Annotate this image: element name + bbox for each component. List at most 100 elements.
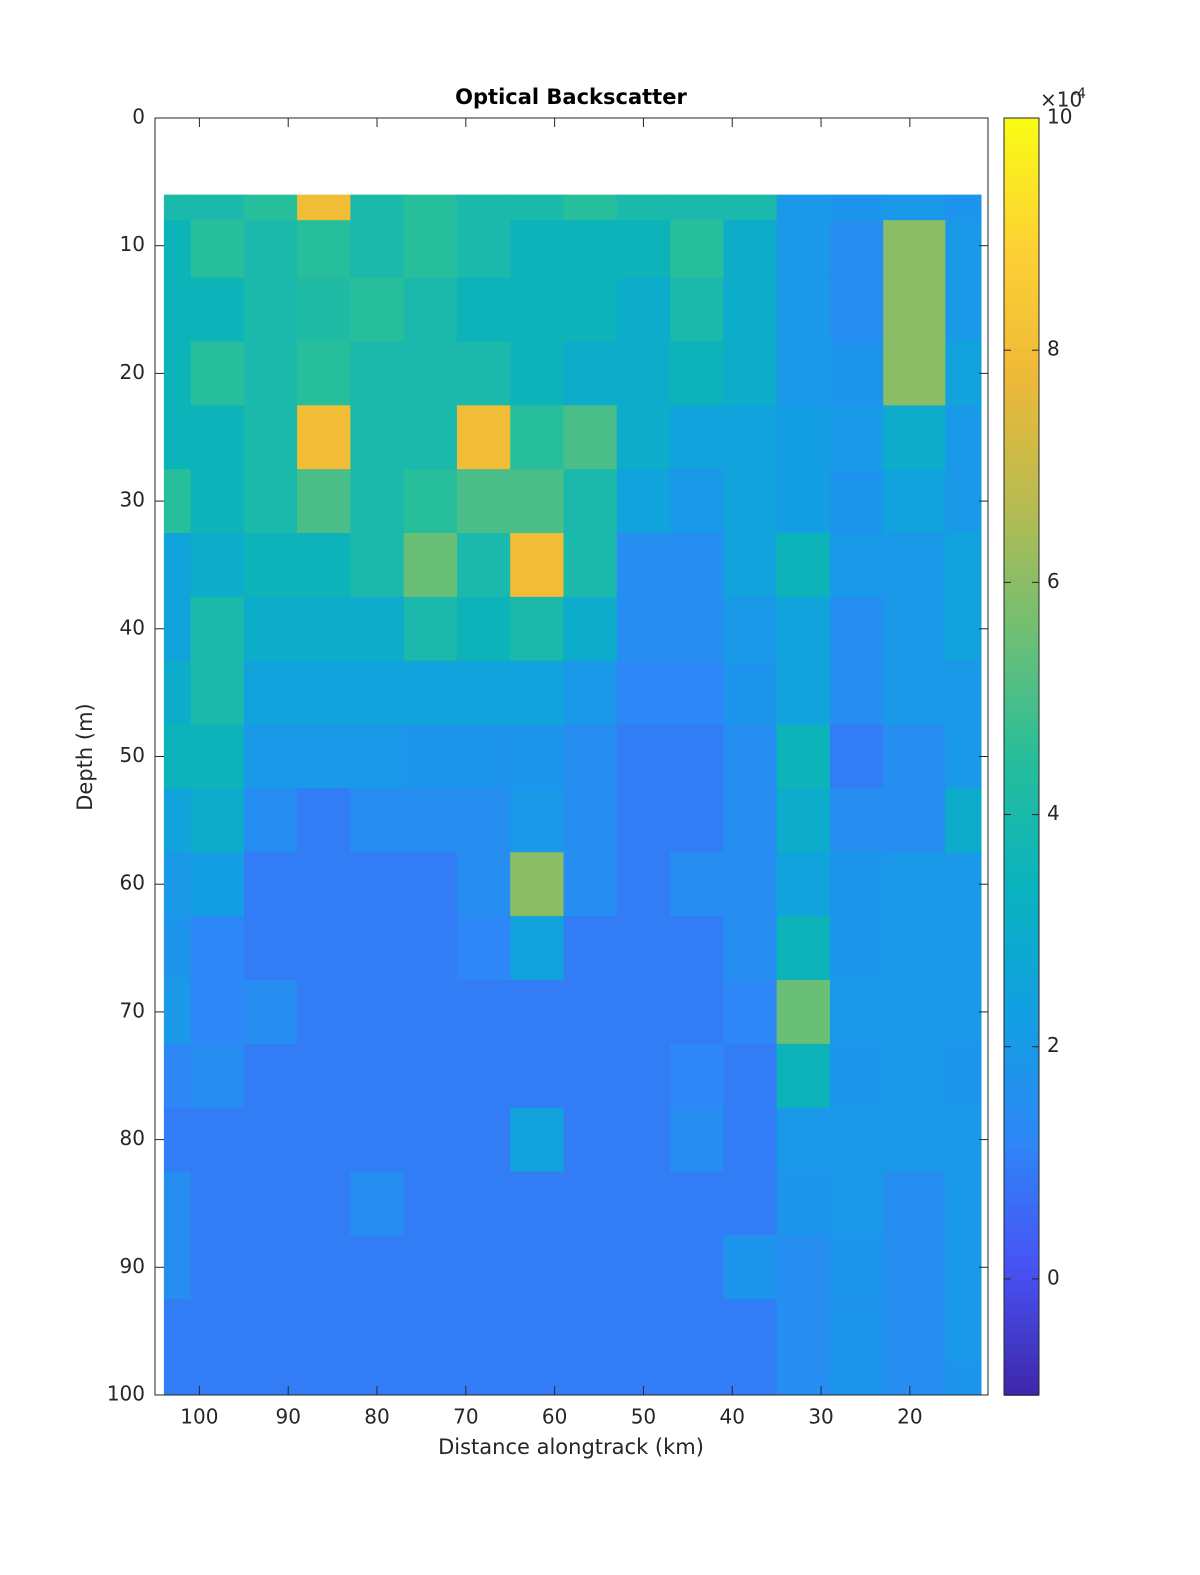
contour-cell <box>670 1235 724 1300</box>
contour-cell <box>670 469 724 534</box>
contour-cell <box>163 1171 192 1236</box>
colorbar-swatch <box>1004 277 1039 285</box>
contour-cell <box>883 724 946 790</box>
colorbar-swatch <box>1004 1145 1039 1154</box>
contour-cell <box>829 596 884 662</box>
y-axis-label: Depth (m) <box>73 703 97 810</box>
contour-cell <box>776 660 831 726</box>
colorbar-tick-label: 0 <box>1047 1265 1060 1289</box>
contour-cell <box>510 1043 565 1109</box>
colorbar-swatch <box>1004 667 1039 675</box>
contour-cell <box>670 852 724 917</box>
contour-cell <box>776 341 831 406</box>
colorbar-swatch <box>1004 290 1039 298</box>
contour-cell <box>403 660 458 726</box>
contour-cell <box>616 660 671 726</box>
y-tick-label: 70 <box>120 998 145 1022</box>
colorbar-swatch <box>1004 1260 1039 1269</box>
colorbar-swatch <box>1004 1248 1039 1256</box>
contour-cell <box>563 341 618 406</box>
contour-cell <box>945 469 982 534</box>
contour-cell <box>945 277 982 343</box>
contour-cell <box>563 405 618 470</box>
x-tick-label: 50 <box>631 1405 656 1429</box>
contour-cell <box>403 916 458 981</box>
colorbar-swatch <box>1004 577 1039 585</box>
contour-cell <box>723 341 778 406</box>
contour-cell <box>510 194 565 221</box>
contour-cell <box>616 724 671 790</box>
colorbar-swatch <box>1004 1254 1039 1262</box>
contour-cell <box>456 1299 511 1364</box>
contour-cell <box>456 1107 511 1173</box>
colorbar-swatch <box>1004 252 1039 260</box>
y-tick-label: 90 <box>120 1254 145 1278</box>
contour-cell <box>403 1107 458 1173</box>
colorbar-swatch <box>1004 181 1039 190</box>
contour-cell <box>510 1171 565 1236</box>
contour-cell <box>776 724 831 790</box>
contour-cell <box>190 341 245 406</box>
contour-cell <box>297 194 351 221</box>
contour-cell <box>163 1235 192 1300</box>
contour-cell <box>163 405 192 470</box>
colorbar-swatch <box>1004 533 1039 541</box>
colorbar-swatch <box>1004 928 1039 937</box>
colorbar-swatch <box>1004 1031 1039 1039</box>
contour-cell <box>456 979 511 1045</box>
colorbar-swatch <box>1004 539 1039 547</box>
contour-cell <box>456 916 511 981</box>
colorbar-swatch <box>1004 813 1039 822</box>
y-tick-label: 0 <box>132 105 145 129</box>
contour-cell <box>297 220 351 279</box>
contour-cell <box>297 469 351 534</box>
colorbar-swatch <box>1004 1101 1039 1109</box>
contour-cell <box>883 596 946 662</box>
contour-cell <box>456 469 511 534</box>
colorbar-tick-label: 6 <box>1047 569 1060 593</box>
contour-cell <box>883 341 946 406</box>
colorbar-swatch <box>1004 1350 1039 1358</box>
colorbar-swatch <box>1004 1209 1039 1218</box>
contour-cell <box>190 1107 245 1173</box>
colorbar-swatch <box>1004 1082 1039 1090</box>
contour-cell <box>670 405 724 470</box>
colorbar-swatch <box>1004 916 1039 924</box>
contour-cell <box>776 1171 831 1236</box>
contour-cell <box>190 1235 245 1300</box>
contour-cell <box>403 724 458 790</box>
contour-cell <box>403 1363 458 1395</box>
contour-cell <box>829 916 884 981</box>
colorbar-swatch <box>1004 692 1039 700</box>
contour-cell <box>723 788 778 853</box>
colorbar-swatch <box>1004 730 1039 739</box>
contour-cell <box>616 1235 671 1300</box>
contour-cell <box>297 1171 351 1236</box>
contour-cell <box>563 852 618 917</box>
colorbar-swatch <box>1004 258 1039 266</box>
contour-cell <box>776 979 831 1045</box>
colorbar-swatch <box>1004 1126 1039 1135</box>
colorbar-swatch <box>1004 647 1039 656</box>
colorbar-swatch <box>1004 903 1039 911</box>
colorbar-swatch <box>1004 737 1039 745</box>
contour-cell <box>883 194 946 221</box>
contour-cell <box>563 277 618 343</box>
colorbar-swatch <box>1004 877 1039 885</box>
colorbar-swatch <box>1004 1088 1039 1096</box>
contour-cell <box>190 1299 245 1364</box>
contour-cell <box>163 660 192 726</box>
colorbar-swatch <box>1004 1024 1039 1032</box>
colorbar-swatch <box>1004 118 1039 126</box>
colorbar-swatch <box>1004 398 1039 407</box>
contour-cell <box>456 405 511 470</box>
colorbar-swatch <box>1004 839 1039 847</box>
contour-cell <box>670 916 724 981</box>
contour-cell <box>616 916 671 981</box>
colorbar-swatch <box>1004 1299 1039 1307</box>
contour-cell <box>163 220 192 279</box>
contour-cell <box>190 916 245 981</box>
colorbar-swatch <box>1004 686 1039 694</box>
contour-cell <box>945 220 982 279</box>
contour-cell <box>776 596 831 662</box>
